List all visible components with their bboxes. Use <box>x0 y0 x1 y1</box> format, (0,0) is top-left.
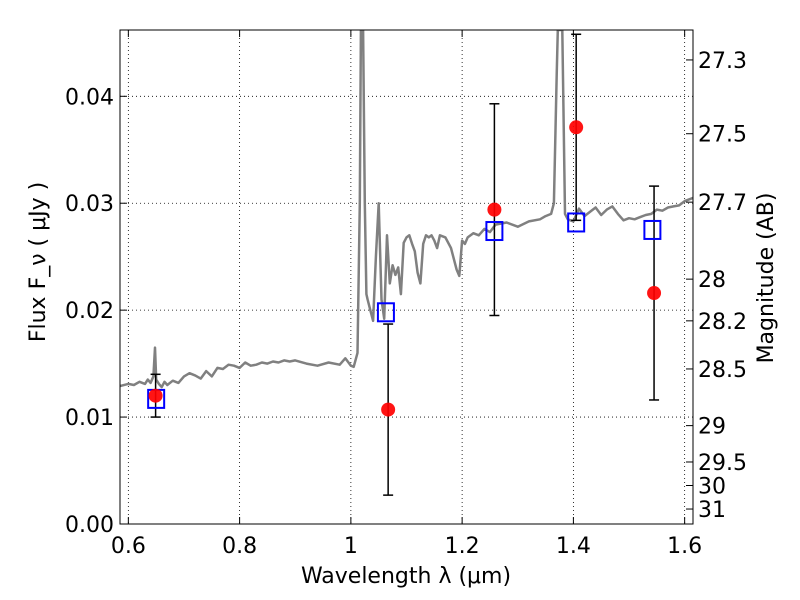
x-tick-label: 0.6 <box>111 534 146 559</box>
right-axis-label: Magnitude (AB) <box>754 193 779 364</box>
photometry-square-marker <box>485 221 504 242</box>
y-axis-label: Flux F_ν ( μJy ) <box>26 182 51 342</box>
mag-tick-label: 28.5 <box>698 358 747 383</box>
y-tick-label: 0.03 <box>65 192 114 217</box>
x-tick-label: 0.8 <box>222 534 257 559</box>
mag-tick-label: 28 <box>698 268 726 293</box>
ticks: 0.6 0.8 1 1.2 1.4 1.6 0.00 0.01 0.02 0.03 0.04 27.3… <box>65 30 747 559</box>
y-tick-label: 0.02 <box>65 299 114 324</box>
marker-layer <box>147 33 662 496</box>
mag-tick-label: 30 <box>698 475 726 500</box>
x-tick-label: 1.2 <box>445 534 480 559</box>
measurement-point-marker <box>569 120 584 135</box>
measurement-point-marker <box>487 202 502 217</box>
y-tick-label: 0.04 <box>65 85 114 110</box>
measurement-point-marker <box>148 388 163 403</box>
plot-frame <box>119 29 694 525</box>
x-tick-label: 1.4 <box>556 534 591 559</box>
spectrum-line <box>120 30 693 389</box>
measurement-point-marker <box>647 286 662 301</box>
y-tick-label: 0.00 <box>65 513 114 538</box>
mag-tick-label: 28.2 <box>698 310 747 335</box>
series-layer <box>120 30 693 389</box>
measurement-point-marker <box>381 402 396 417</box>
x-axis-label: Wavelength λ (μm) <box>301 564 511 589</box>
mag-tick-label: 31 <box>698 498 726 523</box>
x-tick-label: 1 <box>344 534 358 559</box>
x-tick-label: 1.6 <box>667 534 702 559</box>
photometry-square-marker <box>643 219 662 240</box>
mag-tick-label: 29.5 <box>698 451 747 476</box>
mag-tick-label: 27.3 <box>698 49 747 74</box>
mag-tick-label: 29 <box>698 415 726 440</box>
photometry-square-marker <box>567 212 586 233</box>
photometry-square-marker <box>376 302 395 323</box>
mag-tick-label: 27.5 <box>698 123 747 148</box>
y-tick-label: 0.01 <box>65 406 114 431</box>
mag-tick-label: 27.7 <box>698 191 747 216</box>
